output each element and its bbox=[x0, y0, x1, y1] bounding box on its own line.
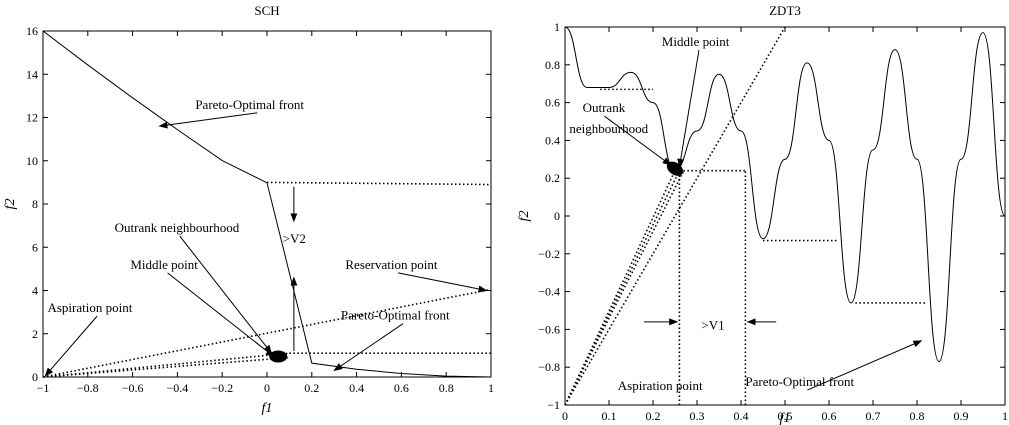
annotation-arrow bbox=[167, 272, 275, 358]
chart-sch: SCH −1 −0.8 −0.6 −0.4 −0.2 0 0.2 0.4 0.6 0.8 10246… bbox=[3, 3, 494, 416]
annotation-label: Pareto-Optimal front bbox=[745, 374, 854, 389]
chart-zdt3-series bbox=[564, 26, 1006, 406]
annotation-label: Outrank neighbourhood bbox=[115, 220, 240, 235]
x-tick-label: −0.8 bbox=[77, 381, 99, 395]
y-tick-label: −0.6 bbox=[538, 322, 560, 336]
annotation-label: neighbourhood bbox=[569, 121, 648, 136]
x-tick-label: 1 bbox=[488, 381, 494, 395]
x-tick-label: 0.4 bbox=[734, 409, 749, 423]
annotation-arrow bbox=[677, 49, 700, 168]
annotation-arrow bbox=[807, 340, 923, 391]
dotted-line bbox=[266, 181, 492, 186]
x-tick-label: −0.4 bbox=[167, 381, 189, 395]
chart-zdt3-ylabel: f2 bbox=[517, 211, 532, 222]
dotted-line bbox=[564, 170, 685, 406]
y-tick-label: −0.2 bbox=[538, 247, 560, 261]
dotted-line bbox=[564, 170, 676, 406]
annotation-label: Middle point bbox=[662, 34, 730, 49]
dotted-line bbox=[564, 170, 681, 406]
chart-zdt3-xlabel: f1 bbox=[780, 411, 791, 425]
x-tick-label: 0.5 bbox=[778, 409, 793, 423]
x-tick-label: 0.2 bbox=[646, 409, 661, 423]
annotation-label: Outrank bbox=[583, 100, 626, 115]
series-line bbox=[564, 26, 1006, 363]
annotation-label: Reservation point bbox=[345, 257, 437, 272]
x-tick-label: 0.9 bbox=[954, 409, 969, 423]
dotted-line bbox=[42, 356, 290, 378]
x-tick-label: 0.6 bbox=[822, 409, 837, 423]
x-tick-label: 0.6 bbox=[394, 381, 409, 395]
x-tick-label: 0.8 bbox=[910, 409, 925, 423]
x-tick-label: 0.4 bbox=[349, 381, 364, 395]
y-tick-label: −1 bbox=[547, 398, 560, 412]
y-tick-label: 0.2 bbox=[545, 171, 560, 185]
x-tick-label: 0.7 bbox=[866, 409, 881, 423]
x-tick-label: 0 bbox=[264, 381, 270, 395]
series-line bbox=[42, 30, 492, 378]
y-tick-label: 0.6 bbox=[545, 96, 560, 110]
x-tick-label: −0.6 bbox=[122, 381, 144, 395]
y-tick-label: 2 bbox=[32, 327, 38, 341]
y-tick-label: −0.4 bbox=[538, 285, 560, 299]
annotation-arrow bbox=[333, 323, 404, 372]
x-tick-label: −1 bbox=[37, 381, 50, 395]
chart-zdt3-annotations: Middle point Outrank neighbourhood >V1 Aspir… bbox=[569, 34, 923, 393]
chart-sch-series bbox=[42, 30, 492, 378]
y-tick-label: 0.8 bbox=[545, 58, 560, 72]
chart-zdt3-ticks: 0 0.1 0.2 0.3 0.4 0.5 0.6 0.7 0.8 0.9 1 −1 −0.8 −0.6 −… bbox=[538, 20, 1008, 423]
dotted-line bbox=[564, 26, 786, 406]
x-tick-label: 1 bbox=[1002, 409, 1008, 423]
chart-sch-title: SCH bbox=[254, 3, 279, 18]
chart-zdt3-frame bbox=[564, 26, 1006, 406]
y-tick-label: 6 bbox=[32, 240, 38, 254]
annotation-label: Pareto-Optimal front bbox=[195, 97, 304, 112]
y-tick-label: 1 bbox=[554, 20, 560, 34]
y-tick-label: 14 bbox=[26, 67, 38, 81]
x-tick-label: 0.3 bbox=[690, 409, 705, 423]
annotation-label: Aspiration point bbox=[47, 300, 132, 315]
x-tick-label: 0.1 bbox=[602, 409, 617, 423]
annotation-arrow bbox=[179, 235, 273, 354]
annotation-label: >V1 bbox=[701, 317, 724, 332]
chart-sch-annotations: Pareto-Optimal front Outrank neighbourhoo… bbox=[44, 97, 488, 377]
y-tick-label: 12 bbox=[26, 111, 38, 125]
y-tick-label: 8 bbox=[32, 197, 38, 211]
annotation-arrow bbox=[398, 272, 488, 293]
cluster-point bbox=[269, 350, 288, 363]
x-tick-label: 0.8 bbox=[439, 381, 454, 395]
y-tick-label: 0 bbox=[32, 370, 38, 384]
y-tick-label: 4 bbox=[32, 284, 38, 298]
y-tick-label: −0.8 bbox=[538, 360, 560, 374]
chart-zdt3-title: ZDT3 bbox=[769, 3, 801, 18]
chart-zdt3: ZDT3 0 0.1 0.2 0.3 0.4 0.5 0.6 0.7 0.8 0.9 1 −1 −0.8… bbox=[517, 3, 1008, 425]
dotted-line bbox=[42, 288, 492, 378]
y-tick-label: 16 bbox=[26, 24, 38, 38]
chart-sch-ticks: −1 −0.8 −0.6 −0.4 −0.2 0 0.2 0.4 0.6 0.8 102468101… bbox=[26, 24, 494, 395]
x-tick-label: 0.2 bbox=[304, 381, 319, 395]
annotation-arrow bbox=[158, 112, 258, 129]
annotation-arrow bbox=[44, 315, 98, 377]
y-tick-label: 10 bbox=[26, 154, 38, 168]
chart-sch-ylabel: f2 bbox=[3, 199, 18, 210]
chart-sch-xlabel: f1 bbox=[262, 401, 273, 416]
chart-sch-frame bbox=[42, 30, 492, 378]
annotation-label: Middle point bbox=[130, 257, 198, 272]
annotation-arrow bbox=[604, 115, 672, 166]
x-tick-label: −0.2 bbox=[211, 381, 233, 395]
x-tick-label: 0 bbox=[562, 409, 568, 423]
annotation-label: Aspiration point bbox=[618, 378, 703, 393]
y-tick-label: 0 bbox=[554, 209, 560, 223]
y-tick-label: 0.4 bbox=[545, 133, 560, 147]
annotation-label: Pareto-Optimal front bbox=[341, 308, 450, 323]
annotation-label: >V2 bbox=[283, 231, 306, 246]
